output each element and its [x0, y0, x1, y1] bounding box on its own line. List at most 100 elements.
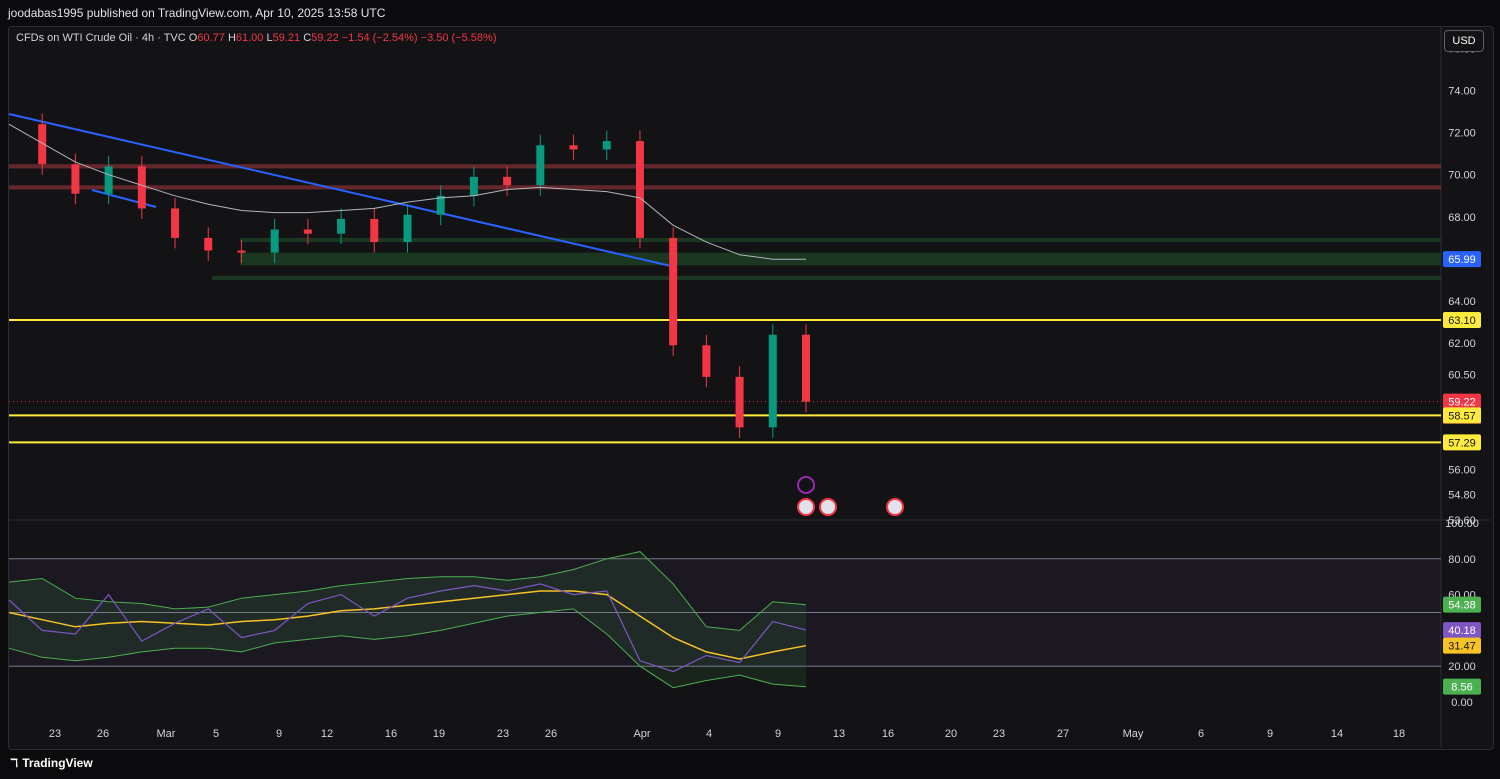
tradingview-logo-icon: ℸ	[10, 756, 19, 770]
rsi-tag-label: 54.38	[1448, 600, 1476, 612]
rsi-axis-label: 0.00	[1451, 697, 1472, 709]
rsi-tag-bg	[1443, 596, 1481, 613]
rsi-tag-bg	[1443, 678, 1481, 695]
zone-green-4	[212, 275, 1441, 280]
tradingview-logo[interactable]: ℸ TradingView	[10, 751, 93, 775]
price-tag-label: 57.29	[1448, 437, 1476, 449]
price-tag-label: 59.22	[1448, 397, 1476, 409]
high-value: 61.00	[235, 32, 264, 44]
price-tag-label: 63.10	[1448, 315, 1476, 327]
time-axis-label: 16	[385, 728, 397, 740]
change-value: −1.54 (−2.54%)	[341, 32, 418, 44]
candle-body	[303, 229, 312, 234]
brand-name: TradingView	[22, 756, 93, 770]
rsi-axis-label: 100.00	[1445, 518, 1479, 530]
price-tag-bg	[1443, 407, 1481, 424]
rsi-tag-label: 40.18	[1448, 625, 1476, 637]
price-axis-label: 70.00	[1448, 170, 1476, 182]
candle-body	[735, 376, 744, 428]
lightning-event-icon	[797, 476, 815, 494]
chart-frame[interactable]	[8, 26, 1494, 750]
time-axis-label: May	[1123, 728, 1144, 740]
candle-body	[602, 141, 611, 150]
candle-body	[71, 164, 80, 194]
lower-band-line	[8, 608, 807, 689]
low-value: 59.21	[272, 32, 301, 44]
candle-body	[237, 250, 246, 253]
time-axis-label: 23	[993, 728, 1005, 740]
candle-body	[536, 145, 545, 186]
price-tag-label: 65.99	[1448, 254, 1476, 266]
zone-red-1	[9, 185, 1441, 190]
price-axis-label: 64.00	[1448, 296, 1476, 308]
time-axis-label: 9	[1267, 728, 1273, 740]
price-axis-label: 54.80	[1448, 490, 1476, 502]
candle-body	[503, 176, 512, 186]
footer: ℸ TradingView	[0, 751, 1500, 779]
time-axis-label: Apr	[633, 728, 650, 740]
rsi-tag-label: 31.47	[1448, 641, 1476, 653]
zone-red-0	[9, 164, 1441, 169]
time-axis-label: 4	[706, 728, 712, 740]
high-label: H	[227, 32, 236, 44]
candle-body	[802, 334, 810, 402]
top-bar: joodabas1995 published on TradingView.co…	[0, 0, 1500, 26]
change2-value: −3.50 (−5.58%)	[420, 32, 497, 44]
candle-body	[768, 334, 777, 428]
time-axis-label: 9	[276, 728, 282, 740]
bollinger-band-fill	[9, 551, 806, 688]
open-label: O	[188, 32, 198, 44]
candle-body	[702, 345, 711, 377]
candle-body	[569, 145, 578, 150]
moving-average-line	[8, 123, 806, 260]
price-axis-label: 74.00	[1448, 86, 1476, 98]
rsi-tag-bg	[1443, 622, 1481, 639]
open-value: 60.77	[197, 32, 225, 44]
rsi-axis-label: 80.00	[1448, 554, 1476, 566]
time-axis-label: 16	[882, 728, 894, 740]
price-tag-label: 58.57	[1448, 410, 1476, 422]
candle-body	[403, 214, 412, 243]
us-flag-event-icon-1	[819, 498, 837, 516]
us-flag-event-icon-2	[886, 498, 904, 516]
candle-body	[469, 176, 478, 196]
time-axis-label: 20	[945, 728, 957, 740]
time-axis-label: 13	[833, 728, 845, 740]
trendline-0	[8, 113, 672, 267]
time-axis-label: 14	[1331, 728, 1343, 740]
candle-body	[104, 166, 113, 194]
time-axis-label: 12	[321, 728, 333, 740]
time-axis-label: 19	[433, 728, 445, 740]
candle-body	[137, 166, 146, 209]
time-axis-label: 5	[213, 728, 219, 740]
candle-body	[337, 218, 346, 234]
candle-body	[270, 229, 279, 253]
price-axis-label: 68.00	[1448, 212, 1476, 224]
currency-button[interactable]: USD	[1444, 30, 1484, 52]
zone-green-3	[240, 252, 1441, 266]
time-axis-label: 23	[49, 728, 61, 740]
price-tag-bg	[1443, 393, 1481, 410]
candle-body	[669, 237, 678, 346]
rsi-line	[8, 583, 807, 673]
close-label: C	[303, 32, 312, 44]
price-axis-label: 56.00	[1448, 464, 1476, 476]
candle-body	[38, 124, 47, 165]
price-axis-label: 60.50	[1448, 370, 1476, 382]
rsi-tag-bg	[1443, 637, 1481, 654]
close-value: 59.22	[311, 32, 339, 44]
time-axis-label: 6	[1198, 728, 1204, 740]
candle-body	[436, 195, 445, 215]
time-axis-label: 26	[545, 728, 557, 740]
time-axis-label: 27	[1057, 728, 1069, 740]
price-tag-bg	[1443, 312, 1481, 328]
rsi-tag-label: 8.56	[1451, 682, 1472, 694]
symbol-legend: CFDs on WTI Crude Oil · 4h · TVC O60.77 …	[16, 32, 497, 44]
publisher-line: joodabas1995 published on TradingView.co…	[8, 6, 386, 20]
symbol-name: CFDs on WTI Crude Oil · 4h · TVC	[16, 32, 186, 44]
us-flag-event-icon-0	[797, 498, 815, 516]
time-axis-label: 18	[1393, 728, 1405, 740]
price-axis-label: 62.00	[1448, 338, 1476, 350]
upper-band-line	[8, 551, 807, 631]
